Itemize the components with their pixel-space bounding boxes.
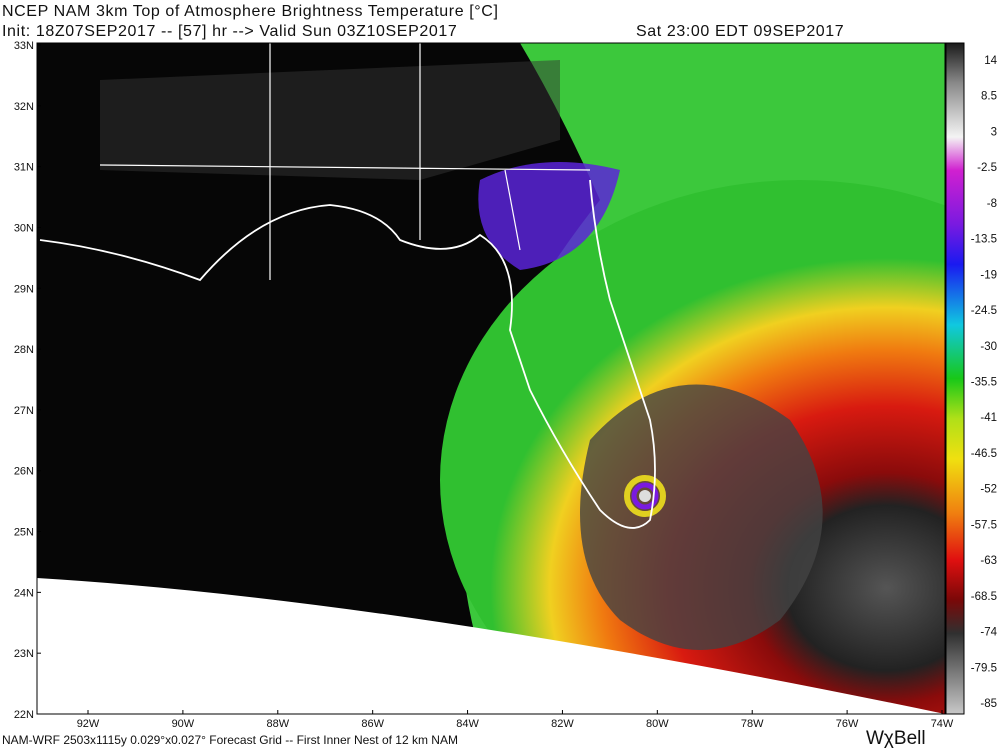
footer: NAM-WRF 2503x1115y 0.029°x0.027° Forecas… xyxy=(2,733,458,747)
colorbar-label: -52 xyxy=(980,484,997,496)
logo: WχBell xyxy=(866,728,926,749)
colorbar-label: -24.5 xyxy=(971,305,997,317)
eyewall xyxy=(624,475,666,517)
lon-label: 84W xyxy=(456,718,479,730)
no-data-region xyxy=(37,578,945,714)
lat-label: 27N xyxy=(14,405,34,417)
colorbar-label: -79.5 xyxy=(971,662,997,674)
valid-local: Sat 23:00 EDT 09SEP2017 xyxy=(636,23,844,40)
lat-label: 28N xyxy=(14,344,34,356)
cloud-purple xyxy=(478,162,620,270)
lat-label: 30N xyxy=(14,222,34,234)
lon-label: 86W xyxy=(361,718,384,730)
lat-label: 24N xyxy=(14,587,34,599)
coastline xyxy=(39,179,656,529)
state-borders xyxy=(99,43,591,280)
spiral-band xyxy=(580,384,823,650)
colorbar-label: -30 xyxy=(980,341,997,353)
lon-label: 90W xyxy=(172,718,195,730)
eyewall-inner xyxy=(631,482,659,510)
lat-label: 22N xyxy=(14,709,34,721)
lat-label: 32N xyxy=(14,101,34,113)
land-clouds xyxy=(100,60,560,180)
map-frame xyxy=(36,42,946,715)
lon-label: 80W xyxy=(646,718,669,730)
eye xyxy=(639,490,651,502)
init-line: Init: 18Z07SEP2017 -- [57] hr --> Valid … xyxy=(2,23,457,40)
colorbar-label: -13.5 xyxy=(971,234,997,246)
colorbar-label: -68.5 xyxy=(971,591,997,603)
colorbar-label: 8.5 xyxy=(981,91,997,103)
colorbar-label: -85 xyxy=(980,698,997,710)
colorbar-label: -57.5 xyxy=(971,519,997,531)
lat-label: 26N xyxy=(14,466,34,478)
colorbar-label: -41 xyxy=(980,412,997,424)
colorbar-label: 14 xyxy=(984,55,997,67)
lon-label: 76W xyxy=(836,718,859,730)
colorbar-label: -2.5 xyxy=(977,162,997,174)
colorbar xyxy=(945,42,965,715)
lon-label: 74W xyxy=(931,718,954,730)
colorbar-label: -19 xyxy=(980,269,997,281)
lat-label: 23N xyxy=(14,648,34,660)
colorbar-label: -35.5 xyxy=(971,377,997,389)
colorbar-label: -8 xyxy=(987,198,997,210)
colorbar-label: -46.5 xyxy=(971,448,997,460)
lat-label: 25N xyxy=(14,527,34,539)
lat-label: 33N xyxy=(14,40,34,52)
lon-label: 78W xyxy=(741,718,764,730)
colorbar-label: -74 xyxy=(980,627,997,639)
lon-label: 92W xyxy=(77,718,100,730)
lat-label: 29N xyxy=(14,283,34,295)
title: NCEP NAM 3km Top of Atmosphere Brightnes… xyxy=(2,3,499,20)
lon-label: 88W xyxy=(266,718,289,730)
colorbar-label: -63 xyxy=(980,555,997,567)
colorbar-label: 3 xyxy=(991,126,997,138)
map-area xyxy=(37,43,945,714)
lat-label: 31N xyxy=(14,162,34,174)
lon-label: 82W xyxy=(551,718,574,730)
